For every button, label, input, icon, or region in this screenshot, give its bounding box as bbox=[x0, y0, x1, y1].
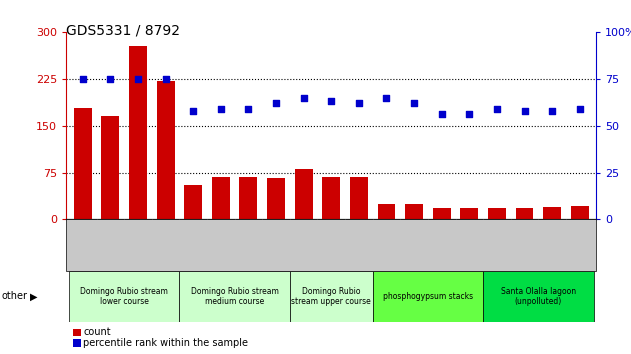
Text: GSM832445: GSM832445 bbox=[80, 221, 86, 265]
FancyBboxPatch shape bbox=[483, 271, 594, 322]
Point bbox=[244, 106, 254, 112]
Point bbox=[133, 76, 143, 81]
Bar bbox=[516, 208, 533, 219]
Point bbox=[464, 112, 475, 117]
Text: GSM832449: GSM832449 bbox=[190, 221, 196, 265]
Text: GSM832454: GSM832454 bbox=[328, 221, 334, 265]
Text: GDS5331 / 8792: GDS5331 / 8792 bbox=[66, 23, 180, 37]
Text: GSM832439: GSM832439 bbox=[549, 221, 555, 265]
Bar bbox=[377, 204, 396, 219]
Text: GSM832437: GSM832437 bbox=[494, 221, 500, 265]
Bar bbox=[543, 207, 561, 219]
Text: phosphogypsum stacks: phosphogypsum stacks bbox=[383, 292, 473, 301]
Point bbox=[105, 76, 115, 81]
Text: count: count bbox=[83, 327, 111, 337]
FancyBboxPatch shape bbox=[290, 271, 373, 322]
Bar bbox=[350, 177, 368, 219]
Point bbox=[188, 108, 198, 114]
Bar bbox=[184, 185, 202, 219]
Bar bbox=[488, 208, 506, 219]
Bar bbox=[461, 208, 478, 219]
Bar bbox=[433, 208, 451, 219]
Text: ▶: ▶ bbox=[30, 291, 38, 302]
Text: GSM832441: GSM832441 bbox=[384, 221, 389, 265]
Bar bbox=[129, 46, 147, 219]
Point bbox=[160, 76, 170, 81]
Bar bbox=[212, 177, 230, 219]
Point bbox=[216, 106, 226, 112]
Text: GSM832452: GSM832452 bbox=[273, 221, 279, 265]
Text: other: other bbox=[1, 291, 27, 302]
Point bbox=[547, 108, 557, 114]
Point bbox=[492, 106, 502, 112]
Point bbox=[354, 100, 364, 106]
Text: GSM832447: GSM832447 bbox=[135, 221, 141, 265]
Point bbox=[519, 108, 529, 114]
Bar bbox=[571, 206, 589, 219]
Bar bbox=[295, 170, 312, 219]
Text: GSM832451: GSM832451 bbox=[245, 221, 252, 265]
Text: Domingo Rubio stream
lower course: Domingo Rubio stream lower course bbox=[80, 287, 168, 306]
Bar bbox=[156, 81, 175, 219]
Text: Domingo Rubio stream
medium course: Domingo Rubio stream medium course bbox=[191, 287, 279, 306]
Point bbox=[381, 95, 391, 101]
FancyBboxPatch shape bbox=[179, 271, 290, 322]
Point bbox=[437, 112, 447, 117]
Point bbox=[298, 95, 309, 101]
Text: GSM832440: GSM832440 bbox=[577, 221, 583, 265]
Text: Domingo Rubio
stream upper course: Domingo Rubio stream upper course bbox=[292, 287, 371, 306]
Point bbox=[326, 98, 336, 104]
Bar bbox=[267, 178, 285, 219]
Text: Santa Olalla lagoon
(unpolluted): Santa Olalla lagoon (unpolluted) bbox=[501, 287, 576, 306]
Point bbox=[409, 100, 419, 106]
Text: percentile rank within the sample: percentile rank within the sample bbox=[83, 338, 248, 348]
Text: GSM832448: GSM832448 bbox=[163, 221, 168, 265]
Text: GSM832446: GSM832446 bbox=[107, 221, 114, 265]
Text: GSM832453: GSM832453 bbox=[300, 221, 307, 265]
Point bbox=[575, 106, 585, 112]
Bar bbox=[74, 108, 91, 219]
Bar bbox=[405, 204, 423, 219]
Text: GSM832455: GSM832455 bbox=[356, 221, 362, 265]
Text: GSM832444: GSM832444 bbox=[466, 221, 473, 265]
Point bbox=[78, 76, 88, 81]
Text: GSM832442: GSM832442 bbox=[411, 221, 417, 265]
Text: GSM832450: GSM832450 bbox=[218, 221, 224, 265]
FancyBboxPatch shape bbox=[373, 271, 483, 322]
Bar bbox=[322, 177, 340, 219]
Text: GSM832443: GSM832443 bbox=[439, 221, 445, 265]
Bar bbox=[240, 177, 257, 219]
FancyBboxPatch shape bbox=[69, 271, 179, 322]
Bar bbox=[102, 116, 119, 219]
Point bbox=[271, 100, 281, 106]
Text: GSM832438: GSM832438 bbox=[521, 221, 528, 265]
